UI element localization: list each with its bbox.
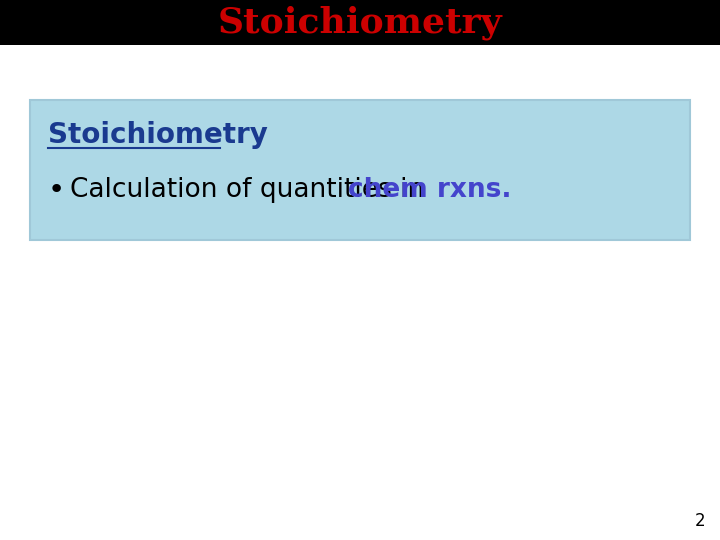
Text: chem rxns.: chem rxns.	[348, 177, 512, 203]
Text: Calculation of quantities in: Calculation of quantities in	[70, 177, 433, 203]
FancyBboxPatch shape	[30, 100, 690, 240]
Text: Stoichiometry: Stoichiometry	[48, 121, 268, 149]
FancyBboxPatch shape	[0, 0, 720, 45]
Text: •: •	[48, 176, 66, 204]
Text: Stoichiometry: Stoichiometry	[217, 5, 503, 40]
Text: 2: 2	[694, 512, 705, 530]
